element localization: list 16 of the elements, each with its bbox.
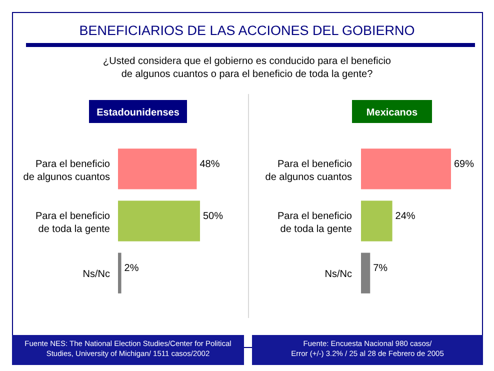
data-label: 2% bbox=[124, 263, 139, 274]
y-tick-label: Para el beneficio de toda la gente bbox=[278, 211, 352, 235]
y-tick-label: Ns/Nc bbox=[82, 269, 110, 280]
y-tick-label: Ns/Nc bbox=[324, 269, 352, 280]
data-label: 7% bbox=[373, 263, 388, 274]
y-tick-label: Para el beneficio de toda la gente bbox=[36, 211, 110, 235]
y-tick-label: Para el beneficio de algunos cuantos bbox=[265, 158, 352, 183]
data-label: 50% bbox=[203, 211, 224, 222]
chart-title: Mexicanos bbox=[366, 108, 418, 118]
text: BENEFICIARIOS DE LAS ACCIONES DEL GOBIERNO bbox=[79, 23, 415, 38]
data-label: 48% bbox=[200, 158, 220, 170]
y-tick-label: Para el beneficio de algunos cuantos bbox=[23, 158, 110, 183]
text: ¿Usted considera que el gobierno es conducido para el beneficio de algunos cuantos o para el beneficio de toda la gente? bbox=[103, 56, 392, 80]
chart-title: Estadounidenses bbox=[96, 108, 180, 118]
data-label: 24% bbox=[395, 211, 416, 222]
data-label: 69% bbox=[454, 158, 474, 170]
